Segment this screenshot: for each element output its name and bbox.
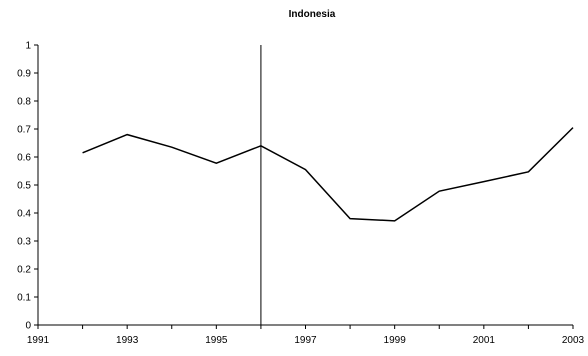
x-tick-label: 1995 xyxy=(205,335,228,346)
series-line xyxy=(82,127,574,222)
y-axis-ticks: 0 0.1 0.2 0.3 0.4 0.5 0.6 0.7 0.8 0.9 1 xyxy=(17,41,38,332)
x-tick-label: 1999 xyxy=(384,335,407,346)
y-tick-label: 0.9 xyxy=(17,69,31,80)
y-tick-label: 0.3 xyxy=(17,237,31,248)
y-tick-label: 1 xyxy=(25,41,31,52)
y-tick-label: 0.7 xyxy=(17,125,31,136)
y-tick-label: 0.6 xyxy=(17,153,31,164)
x-axis-ticks: 1991 1993 1995 1997 1999 2001 2003 xyxy=(27,325,585,346)
x-tick-label: 2003 xyxy=(562,335,585,346)
y-tick-label: 0.1 xyxy=(17,293,31,304)
x-tick-label: 1997 xyxy=(294,335,317,346)
y-tick-label: 0.5 xyxy=(17,181,31,192)
x-tick-label: 1991 xyxy=(27,335,50,346)
y-tick-label: 0.2 xyxy=(17,265,31,276)
chart-title: Indonesia xyxy=(289,9,336,20)
x-tick-label: 2001 xyxy=(473,335,496,346)
x-tick-label: 1993 xyxy=(116,335,139,346)
y-tick-label: 0.8 xyxy=(17,97,31,108)
y-tick-label: 0.4 xyxy=(17,209,31,220)
y-tick-label: 0 xyxy=(25,321,31,332)
series-group xyxy=(82,127,574,222)
